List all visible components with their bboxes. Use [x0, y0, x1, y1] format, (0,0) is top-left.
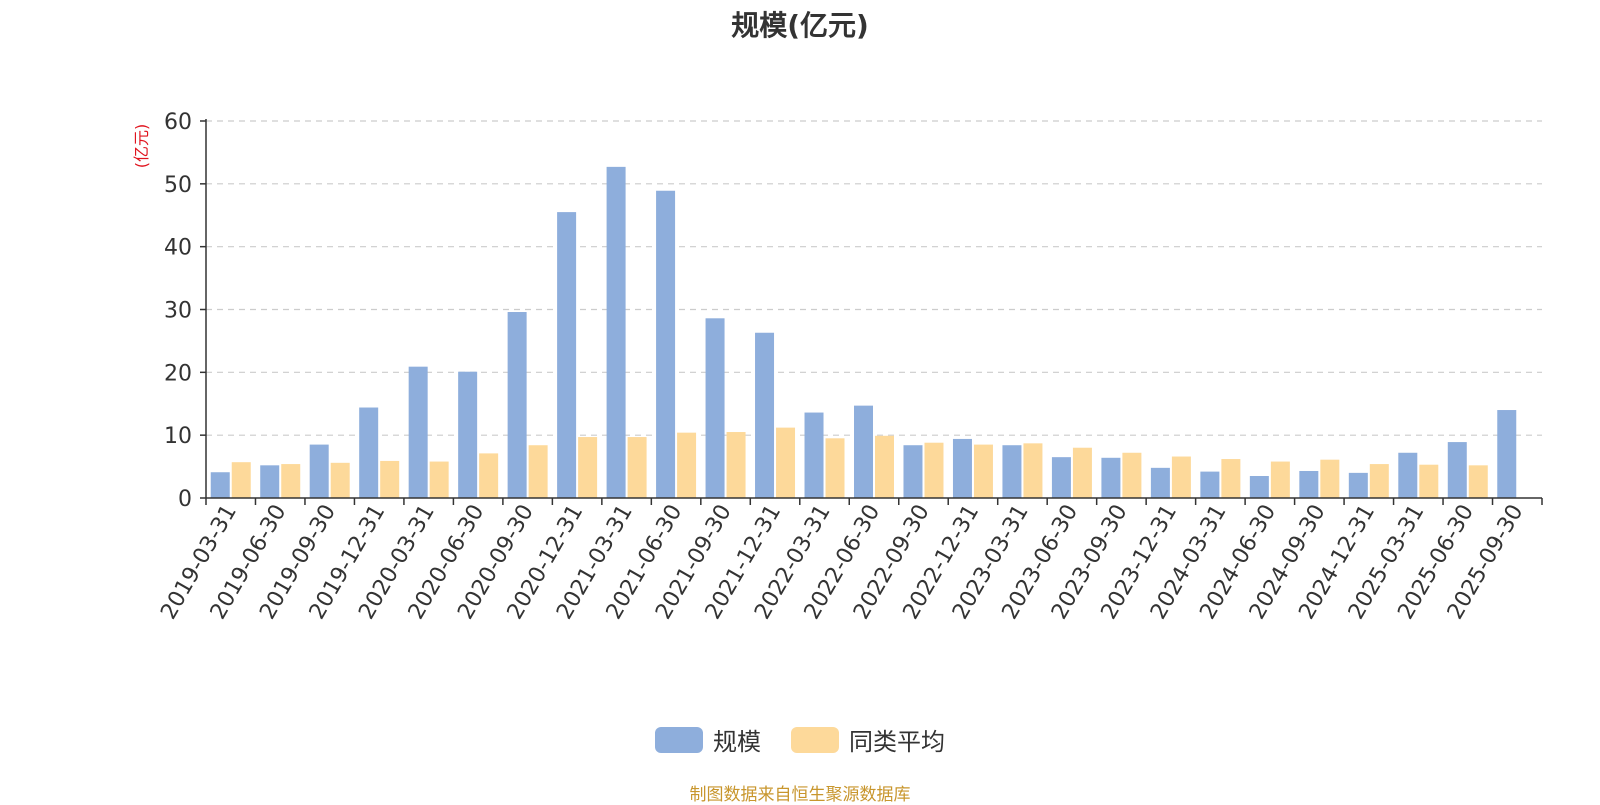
y-tick-label: 0	[178, 487, 192, 512]
bar-peer-average	[1419, 464, 1439, 498]
bar-scale	[458, 371, 478, 498]
y-tick-label: 60	[164, 110, 192, 135]
bar-peer-average	[677, 432, 697, 498]
bar-scale	[903, 445, 923, 498]
bar-scale	[1101, 457, 1121, 498]
bar-peer-average	[726, 432, 746, 498]
bar-peer-average	[825, 438, 845, 498]
source-note: 制图数据来自恒生聚源数据库	[689, 785, 911, 805]
bar-scale	[359, 407, 379, 498]
bar-peer-average	[380, 460, 400, 498]
bar-peer-average	[1320, 459, 1340, 498]
bar-scale	[210, 472, 230, 498]
legend-item-peer-average[interactable]: 同类平均	[791, 722, 945, 757]
bar-scale	[854, 405, 873, 498]
bar-peer-average	[1171, 456, 1191, 498]
bar-peer-average	[1270, 461, 1290, 498]
legend-item-scale[interactable]: 规模	[655, 722, 761, 757]
y-tick-label: 40	[164, 236, 192, 261]
chart-title: 规模(亿元)	[731, 9, 869, 42]
bar-scale	[1398, 452, 1418, 498]
legend-label-scale: 规模	[713, 728, 761, 756]
axes: 01020304050602019-03-312019-06-302019-09…	[156, 110, 1543, 624]
legend-label-peer-average: 同类平均	[849, 728, 945, 756]
bar-scale	[507, 312, 527, 498]
bar-peer-average	[1468, 465, 1488, 498]
bar-peer-average	[429, 461, 449, 498]
bar-scale	[309, 444, 329, 498]
bar-peer-average	[330, 462, 350, 498]
bar-peer-average	[924, 442, 944, 498]
y-tick-label: 50	[164, 173, 192, 198]
bar-peer-average	[875, 435, 894, 498]
bar-scale	[260, 465, 280, 498]
bar-scale	[656, 190, 676, 498]
bar-peer-average	[973, 444, 993, 498]
bar-peer-average	[528, 445, 548, 498]
bar-scale	[606, 166, 626, 498]
bars	[210, 166, 1517, 498]
bar-peer-average	[1369, 464, 1389, 498]
bar-scale	[755, 332, 775, 498]
bar-scale	[804, 412, 824, 498]
y-tick-label: 10	[164, 424, 192, 449]
bar-scale	[1497, 410, 1517, 498]
y-axis-label: (亿元)	[132, 124, 151, 169]
bar-scale	[1447, 442, 1467, 498]
y-tick-label: 30	[164, 299, 192, 324]
legend-swatch-scale	[655, 726, 703, 753]
bar-peer-average	[1221, 459, 1241, 498]
y-tick-label: 20	[164, 361, 192, 386]
bar-peer-average	[1023, 443, 1043, 498]
bar-peer-average	[578, 437, 598, 498]
bar-peer-average	[231, 462, 251, 498]
legend-swatch-peer-average	[791, 726, 839, 753]
bar-scale	[557, 212, 577, 498]
bar-peer-average	[281, 464, 301, 498]
grid-lines	[206, 120, 1542, 436]
bar-peer-average	[627, 437, 647, 498]
bar-scale	[1002, 445, 1022, 498]
bar-scale	[1150, 467, 1170, 498]
bar-scale	[1249, 476, 1269, 498]
bar-peer-average	[1072, 447, 1092, 498]
bar-scale	[408, 366, 428, 498]
bar-scale	[1299, 470, 1319, 498]
bar-peer-average	[1122, 452, 1142, 498]
bar-scale	[1051, 457, 1071, 498]
bar-scale	[1200, 471, 1220, 498]
bar-scale	[952, 438, 972, 498]
bar-scale	[1348, 472, 1368, 498]
bar-peer-average	[479, 453, 499, 498]
bar-peer-average	[776, 427, 796, 498]
legend: 规模 同类平均	[0, 722, 1600, 757]
bar-scale	[705, 318, 725, 498]
